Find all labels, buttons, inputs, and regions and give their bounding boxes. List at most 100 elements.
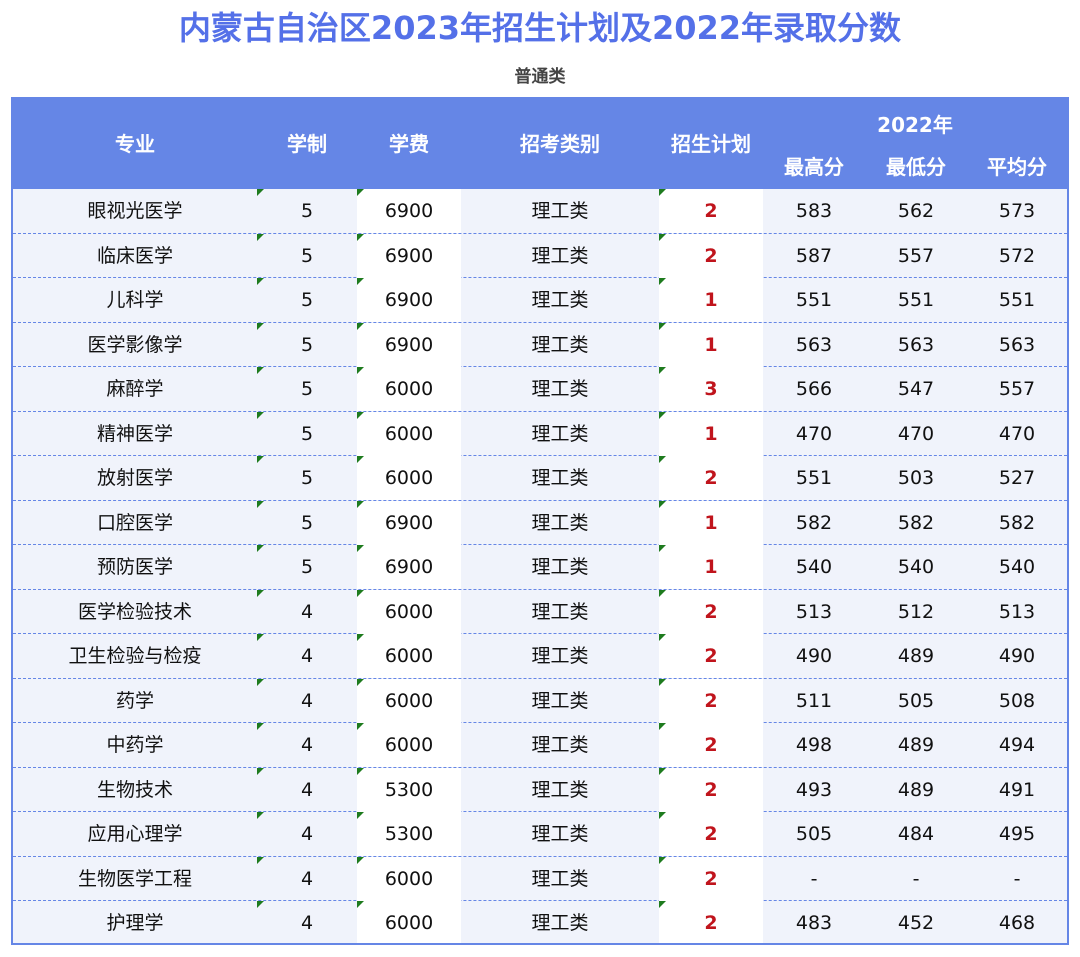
header-avg: 平均分 <box>987 155 1047 179</box>
cell-plan: 1 <box>659 545 763 589</box>
cell-years-text: 5 <box>300 378 314 400</box>
cell-tuition: 6900 <box>357 545 461 589</box>
cell-max: 511 <box>763 679 865 723</box>
cell-min: 540 <box>865 545 967 589</box>
cell-tuition-text: 6000 <box>384 645 434 667</box>
cell-marker-icon <box>659 589 666 597</box>
cell-max-text: 490 <box>795 645 833 667</box>
cell-marker-icon <box>659 545 666 552</box>
cell-plan-text: 1 <box>704 333 718 356</box>
cell-plan: 2 <box>659 767 763 812</box>
table-row: 护理学 4 6000 理工类 2 483 452 468 <box>13 901 1067 943</box>
cell-marker-icon <box>257 678 264 686</box>
cell-plan-text: 3 <box>704 378 718 400</box>
cell-marker-icon <box>659 367 666 374</box>
cell-marker-icon <box>357 723 364 730</box>
cell-marker-icon <box>357 901 364 908</box>
cell-max-text: 493 <box>795 778 833 801</box>
cell-tuition-text: 6900 <box>384 200 434 222</box>
cell-major: 临床医学 <box>13 234 257 278</box>
cell-marker-icon <box>357 545 364 552</box>
cell-plan-text: 2 <box>704 912 718 934</box>
cell-marker-icon <box>257 901 264 908</box>
cell-min-text: - <box>912 867 920 890</box>
cell-marker-icon <box>257 278 264 285</box>
cell-major: 放射医学 <box>13 456 257 500</box>
cell-marker-icon <box>257 589 264 597</box>
cell-marker-icon <box>659 411 666 419</box>
cell-years: 5 <box>257 233 357 278</box>
cell-marker-icon <box>659 634 666 641</box>
cell-category-text: 理工类 <box>531 289 589 311</box>
cell-tuition: 6900 <box>357 322 461 367</box>
cell-avg-text: 470 <box>998 422 1036 445</box>
cell-plan: 2 <box>659 678 763 723</box>
cell-marker-icon <box>257 500 264 508</box>
cell-major-text: 口腔医学 <box>96 511 173 534</box>
cell-min: 562 <box>865 189 967 233</box>
cell-tuition-text: 5300 <box>384 778 434 801</box>
cell-avg-text: 494 <box>998 734 1036 756</box>
cell-min-text: 512 <box>897 600 935 623</box>
cell-min: 512 <box>865 590 967 634</box>
cell-marker-icon <box>257 322 264 330</box>
header-plan: 招生计划 <box>671 132 751 156</box>
cell-min: 547 <box>865 367 967 411</box>
table-body: 眼视光医学 5 6900 理工类 2 583 562 573 临床医学 5 6900 理工类 2 587 5… <box>13 189 1067 943</box>
cell-avg-text: 468 <box>998 912 1036 934</box>
cell-avg: - <box>967 857 1067 901</box>
cell-marker-icon <box>257 634 264 641</box>
page-title: 内蒙古自治区2023年招生计划及2022年录取分数 <box>178 9 902 47</box>
cell-marker-icon <box>659 856 666 864</box>
cell-tuition-text: 6000 <box>384 867 434 890</box>
cell-category: 理工类 <box>461 812 659 856</box>
cell-min-text: 484 <box>897 823 935 845</box>
cell-avg: 557 <box>967 367 1067 411</box>
cell-max: 513 <box>763 590 865 634</box>
cell-min: 563 <box>865 323 967 367</box>
cell-plan: 2 <box>659 901 763 943</box>
cell-marker-icon <box>357 856 364 864</box>
table-row: 医学检验技术 4 6000 理工类 2 513 512 513 <box>13 589 1067 634</box>
table-row: 精神医学 5 6000 理工类 1 470 470 470 <box>13 411 1067 456</box>
cell-years: 5 <box>257 545 357 589</box>
cell-marker-icon <box>257 856 264 864</box>
cell-max: 566 <box>763 367 865 411</box>
cell-years: 4 <box>257 856 357 901</box>
cell-min-text: 452 <box>897 912 935 934</box>
cell-min-text: 557 <box>897 244 935 267</box>
cell-avg: 494 <box>967 723 1067 767</box>
cell-tuition-text: 6000 <box>384 689 434 712</box>
cell-major-text: 应用心理学 <box>87 823 183 845</box>
cell-marker-icon <box>357 233 364 241</box>
cell-marker-icon <box>257 545 264 552</box>
cell-category-text: 理工类 <box>531 467 589 489</box>
cell-max: 505 <box>763 812 865 856</box>
cell-max-text: 483 <box>795 912 833 934</box>
cell-major-text: 药学 <box>115 689 154 712</box>
cell-category: 理工类 <box>461 590 659 634</box>
cell-min: 582 <box>865 501 967 545</box>
cell-min-text: 505 <box>897 689 935 712</box>
cell-plan-text: 2 <box>704 778 718 801</box>
cell-marker-icon <box>357 189 364 196</box>
cell-marker-icon <box>357 367 364 374</box>
cell-years-text: 4 <box>300 778 314 801</box>
cell-major: 护理学 <box>13 901 257 943</box>
cell-avg-text: 582 <box>998 511 1036 534</box>
cell-plan-text: 2 <box>704 689 718 712</box>
cell-category-text: 理工类 <box>531 734 589 756</box>
cell-max-text: 587 <box>795 244 833 267</box>
cell-avg: 490 <box>967 634 1067 678</box>
cell-max: 551 <box>763 278 865 322</box>
cell-category: 理工类 <box>461 857 659 901</box>
cell-category: 理工类 <box>461 634 659 678</box>
cell-max: 563 <box>763 323 865 367</box>
cell-plan-text: 1 <box>704 422 718 445</box>
cell-avg: 491 <box>967 768 1067 812</box>
cell-max-text: 551 <box>795 467 833 489</box>
cell-tuition: 6000 <box>357 723 461 767</box>
cell-years: 5 <box>257 278 357 322</box>
cell-tuition-text: 6000 <box>384 734 434 756</box>
cell-min-text: 551 <box>897 289 935 311</box>
